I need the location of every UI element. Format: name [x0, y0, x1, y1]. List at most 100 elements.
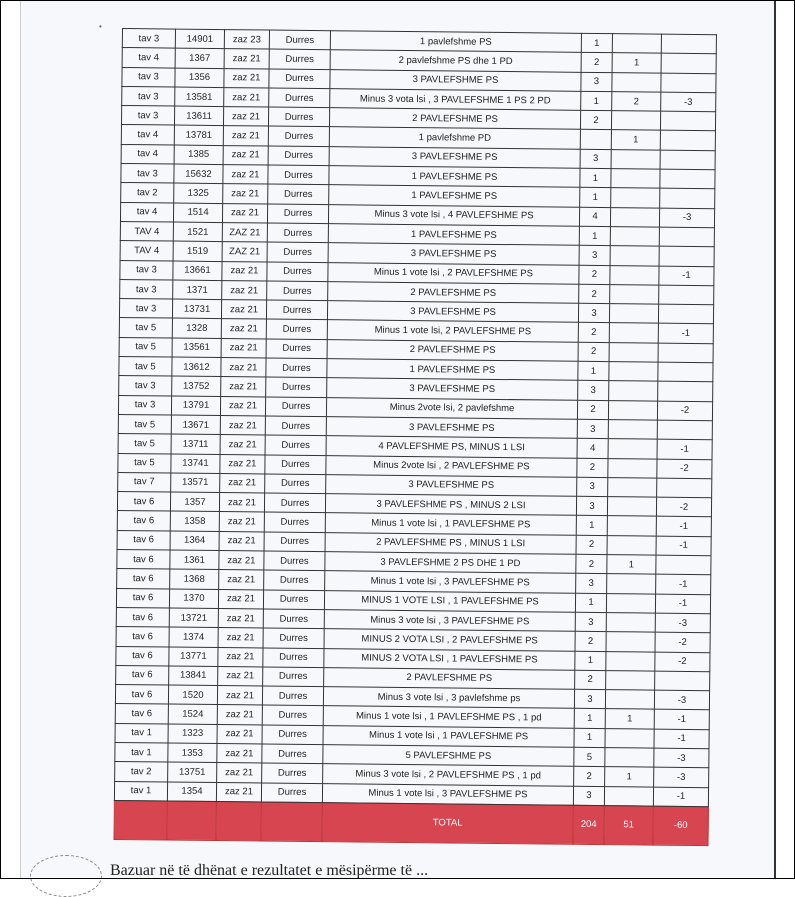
footer-text: Bazuar në të dhënat e rezultatet e mësip…: [110, 862, 429, 879]
number-cell: 13571: [170, 472, 220, 493]
description-cell: Minus 3 vota lsi , 3 PAVLEFSHME 1 PS 2 P…: [329, 88, 581, 111]
zaz-cell: zaz 21: [219, 492, 265, 513]
tav-cell: tav 5: [118, 356, 173, 377]
ps-cell: 2: [576, 535, 608, 555]
city-cell: Durres: [267, 242, 329, 263]
pd-cell: [608, 419, 658, 440]
city-cell: Durres: [262, 724, 324, 745]
city-cell: Durres: [267, 203, 329, 224]
ps-cell: 3: [580, 149, 612, 169]
ps-cell: 2: [578, 264, 611, 285]
cell: [114, 800, 168, 840]
lsi-cell: -3: [653, 767, 709, 788]
scan-mark: •: [99, 22, 102, 31]
results-table: tav 3 14901 zaz 23 Durres 1 pavlefshme PS 1 ta…: [113, 28, 717, 846]
number-cell: 14901: [175, 29, 225, 49]
pd-cell: 1: [605, 708, 655, 729]
zaz-cell: zaz 21: [221, 261, 268, 281]
tav-cell: tav 7: [117, 472, 171, 493]
tav-cell: tav 3: [119, 298, 173, 319]
lsi-cell: -3: [660, 92, 716, 112]
tav-cell: tav 6: [117, 530, 171, 551]
description-cell: Minus 1 vote lsi , 1 PAVLEFSHME PS: [323, 725, 575, 748]
city-cell: Durres: [263, 628, 325, 649]
description-cell: 3 PAVLEFSHME PS: [326, 416, 578, 439]
number-cell: 1368: [169, 569, 219, 590]
number-cell: 13561: [172, 337, 222, 358]
pd-cell: [604, 786, 654, 806]
pd-cell: [609, 284, 659, 305]
ps-cell: 2: [578, 322, 610, 343]
ps-cell: 3: [576, 496, 608, 517]
tav-cell: tav 3: [122, 28, 176, 49]
description-cell: 2 PAVLEFSHME PS: [327, 339, 579, 362]
tav-cell: tav 6: [115, 703, 169, 724]
city-cell: Durres: [262, 647, 325, 668]
number-cell: 1358: [170, 511, 220, 532]
zaz-cell: zaz 21: [223, 145, 269, 166]
zaz-cell: zaz 21: [217, 685, 263, 706]
number-cell: 1520: [168, 685, 218, 705]
city-cell: Durres: [262, 686, 324, 707]
ps-cell: 1: [579, 187, 611, 208]
pd-cell: [608, 400, 658, 421]
pd-cell: [606, 612, 656, 633]
pd-cell: [605, 651, 655, 671]
description-cell: 2 PAVLEFSHME PS: [323, 667, 575, 690]
description-cell: Minus 3 vote lsi , 4 PAVLEFSHME PS: [328, 204, 580, 227]
zaz-cell: zaz 21: [216, 782, 262, 802]
pd-cell: [609, 303, 659, 324]
seal-logo: [30, 855, 102, 897]
city-cell: Durres: [268, 126, 330, 147]
tav-cell: tav 5: [119, 317, 173, 338]
number-cell: 1353: [167, 743, 218, 763]
city-cell: Durres: [268, 87, 330, 108]
zaz-cell: ZAZ 21: [222, 241, 268, 262]
lsi-cell: [654, 670, 710, 691]
description-cell: 3 PAVLEFSHME 2 PS DHE 1 PD: [324, 551, 577, 574]
city-cell: Durres: [263, 570, 325, 591]
lsi-cell: -1: [654, 709, 710, 730]
zaz-cell: zaz 21: [219, 454, 266, 474]
city-cell: Durres: [267, 165, 330, 186]
tav-cell: tav 6: [117, 491, 171, 512]
city-cell: Durres: [261, 763, 323, 784]
pd-cell: [608, 380, 658, 401]
pd-cell: [606, 593, 656, 614]
tav-cell: tav 1: [114, 742, 169, 763]
ps-cell: [580, 129, 612, 150]
tav-cell: tav 5: [117, 453, 172, 473]
description-cell: Minus 2vote lsi, 2 pavlefshme: [326, 397, 578, 420]
pd-cell: [607, 458, 658, 478]
ps-cell: 3: [576, 477, 608, 497]
zaz-cell: zaz 21: [223, 87, 269, 108]
tav-cell: tav 1: [114, 781, 168, 801]
description-cell: 3 PAVLEFSHME PS: [325, 474, 577, 497]
tav-cell: tav 1: [115, 723, 169, 744]
zaz-cell: zaz 21: [220, 415, 266, 436]
lsi-cell: [659, 169, 716, 190]
description-cell: Minus 3 vote lsi , 3 PAVLEFSHME PS: [324, 609, 576, 632]
ps-cell: 4: [579, 206, 611, 227]
tav-cell: tav 6: [115, 684, 169, 705]
document-page: •: [20, 0, 776, 879]
ps-cell: 3: [579, 245, 611, 266]
ps-cell: 1: [579, 226, 611, 246]
description-cell: Minus 1 vote lsi , 1 PAVLEFSHME PS , 1 p…: [323, 706, 575, 728]
total-lsi: -60: [652, 805, 709, 846]
description-cell: 1 PAVLEFSHME PS: [328, 165, 581, 188]
lsi-cell: -3: [654, 690, 710, 711]
number-cell: 13791: [171, 395, 221, 416]
ps-cell: 1: [573, 727, 606, 748]
number-cell: 13841: [168, 665, 218, 686]
tav-cell: tav 3: [119, 279, 173, 300]
city-cell: Durres: [265, 396, 327, 417]
pd-cell: [606, 573, 656, 594]
zaz-cell: zaz 21: [221, 299, 267, 320]
ps-cell: 1: [575, 592, 607, 613]
number-cell: 13781: [174, 125, 224, 146]
city-cell: Durres: [265, 358, 328, 379]
ps-cell: 3: [575, 612, 607, 632]
description-cell: 1 PAVLEFSHME PS: [328, 185, 580, 207]
tav-cell: tav 5: [118, 433, 172, 454]
